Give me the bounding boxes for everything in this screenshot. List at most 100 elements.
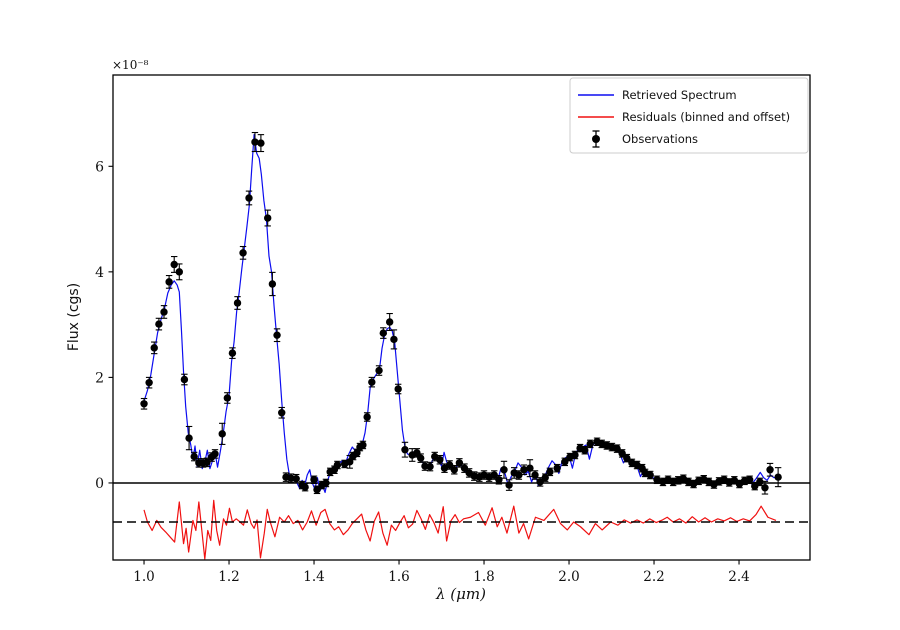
observation-point [218,430,226,438]
legend-observations-marker-icon [592,130,600,148]
observation-point [264,214,272,222]
observation-point [223,394,232,402]
observation-point [180,375,189,384]
observation-point [761,483,769,492]
observation-point [500,466,508,474]
observation-point [278,409,286,417]
observation-point [581,446,589,454]
observation-point [450,466,458,474]
observation-point [623,454,631,462]
observation-point [245,194,253,202]
observation-point [520,466,528,474]
observation-point [140,400,148,408]
observation-point [228,349,237,357]
observation-point [150,344,158,352]
x-tick-label: 2.2 [643,569,664,585]
observation-point [160,308,168,316]
observation-point [774,473,782,481]
x-tick-label: 1.8 [473,569,494,585]
observation-point [536,478,544,486]
observation-point [203,458,211,467]
observation-point [313,486,321,494]
observation-point [170,260,178,269]
observation-point [460,464,469,472]
observation-point [426,462,434,471]
observation-point [490,471,498,479]
observation-point [292,475,300,483]
x-tick-label: 1.6 [388,569,409,585]
observation-point [239,249,247,257]
observation-point [561,458,569,466]
observation-point [417,454,425,462]
observation-point [571,451,579,459]
observation-point [301,483,309,491]
observation-point [646,471,654,479]
observation-point [268,280,277,288]
y-axis-offset-label: ×10⁻⁸ [112,58,149,72]
observation-point [505,481,513,489]
observation-point [495,476,503,484]
observation-point [322,479,330,487]
observation-point [273,331,281,339]
x-tick-label: 1.0 [133,569,154,585]
legend-label-retrieved-spectrum: Retrieved Spectrum [622,88,737,102]
observation-point [730,476,739,485]
legend: Retrieved Spectrum Residuals (binned and… [569,77,809,154]
observation-point [756,478,764,486]
legend-label-observations: Observations [622,132,698,146]
observation-point [394,385,402,393]
y-tick-label: 6 [95,159,104,175]
observation-point [515,471,523,479]
observation-point [385,318,394,326]
observation-point [375,366,383,375]
observation-point [455,459,464,467]
observation-point [553,464,561,472]
observation-point [390,335,398,344]
observation-point [445,461,454,469]
residuals-line [143,499,777,560]
legend-label-residuals: Residuals (binned and offset) [622,110,790,124]
x-tick-label: 2.4 [728,569,749,585]
observation-point [413,449,421,457]
observation-point [379,329,387,337]
observation-point [333,461,342,469]
x-axis-label: λ (μm) [435,585,486,603]
observation-point [586,440,594,448]
observation-point [526,464,534,472]
observation-point [211,450,219,458]
observation-point [436,456,444,464]
observation-point [359,441,367,449]
retrieved-spectrum-line [143,134,781,494]
plot-area: 1.0 1.2 1.4 1.6 1.8 2.0 2.2 2.4 0 2 4 6 [95,74,811,585]
observation-point [613,444,621,453]
observation-point [401,446,409,454]
observation-point [257,139,265,147]
observation-point [368,378,376,386]
observation-point [751,482,759,490]
observation-point [251,138,259,146]
x-tick-label: 1.4 [303,569,324,585]
observation-point [155,320,163,328]
observation-point [766,466,774,474]
observation-point [653,476,661,484]
observation-point [745,476,754,484]
legend-box [569,77,809,154]
observation-point [546,468,554,476]
observation-point [233,299,242,307]
observation-point [618,449,626,458]
observation-point [531,471,539,479]
y-tick-label: 0 [95,476,104,492]
observation-point [145,378,153,387]
x-tick-label: 2.0 [558,569,579,585]
y-tick-label: 2 [95,370,104,386]
y-tick-label: 4 [95,265,104,281]
plot-frame [112,74,811,561]
observation-point [363,413,371,421]
observation-point [310,476,318,484]
x-tick-label: 1.2 [218,569,239,585]
observation-point [185,434,193,442]
y-axis-label: Flux (cgs) [66,283,82,351]
observation-point [165,278,173,286]
